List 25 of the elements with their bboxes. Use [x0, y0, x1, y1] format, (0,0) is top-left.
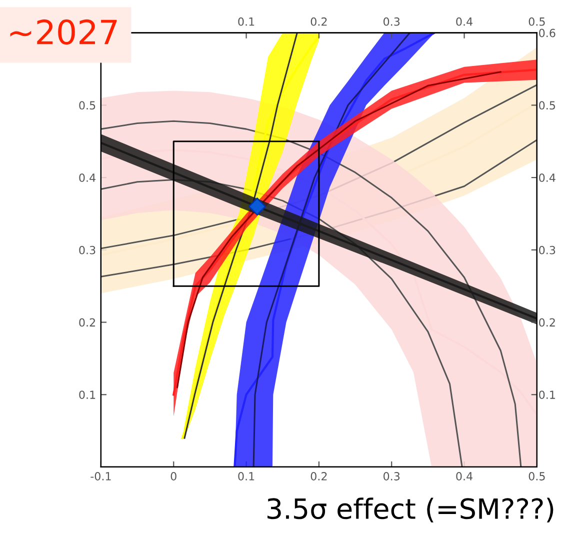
y-tick-label: 0.4	[79, 174, 96, 182]
x-tick-label: 0.1	[238, 472, 254, 480]
x-tick-label: 0	[170, 472, 176, 480]
x2-tick-label: 0.1	[238, 17, 254, 26]
y-tick-label: 0.1	[79, 390, 96, 399]
x-tick-label: 0.2	[310, 472, 327, 480]
y2-tick-label: 0.3	[539, 246, 556, 254]
x2-tick-label: 0.5	[528, 17, 545, 26]
x-tick-label: -0.1	[90, 472, 111, 480]
text: 3.5σ effect (=SM???)	[268, 498, 554, 522]
y2-tick-label: 0.5	[539, 101, 556, 110]
x-tick-label: 0.5	[528, 472, 545, 480]
y2-tick-label: 0.4	[539, 174, 556, 182]
x2-tick-label: 0.3	[384, 17, 400, 26]
annotation: ~2027	[10, 19, 117, 45]
y-tick-label: 0.5	[79, 101, 96, 110]
x2-tick-label: 0.2	[310, 17, 327, 26]
x-tick-label: 0.3	[384, 472, 400, 480]
y2-tick-label: 0.6	[539, 28, 556, 38]
y-tick-label: 0.3	[79, 246, 96, 254]
y2-tick-label: 0.1	[539, 390, 555, 399]
y2-tick-label: 0.2	[539, 318, 555, 327]
x-tick-label: 0.4	[456, 472, 472, 480]
x2-tick-label: 0.4	[456, 17, 472, 26]
y-tick-label: 0.2	[79, 318, 95, 327]
